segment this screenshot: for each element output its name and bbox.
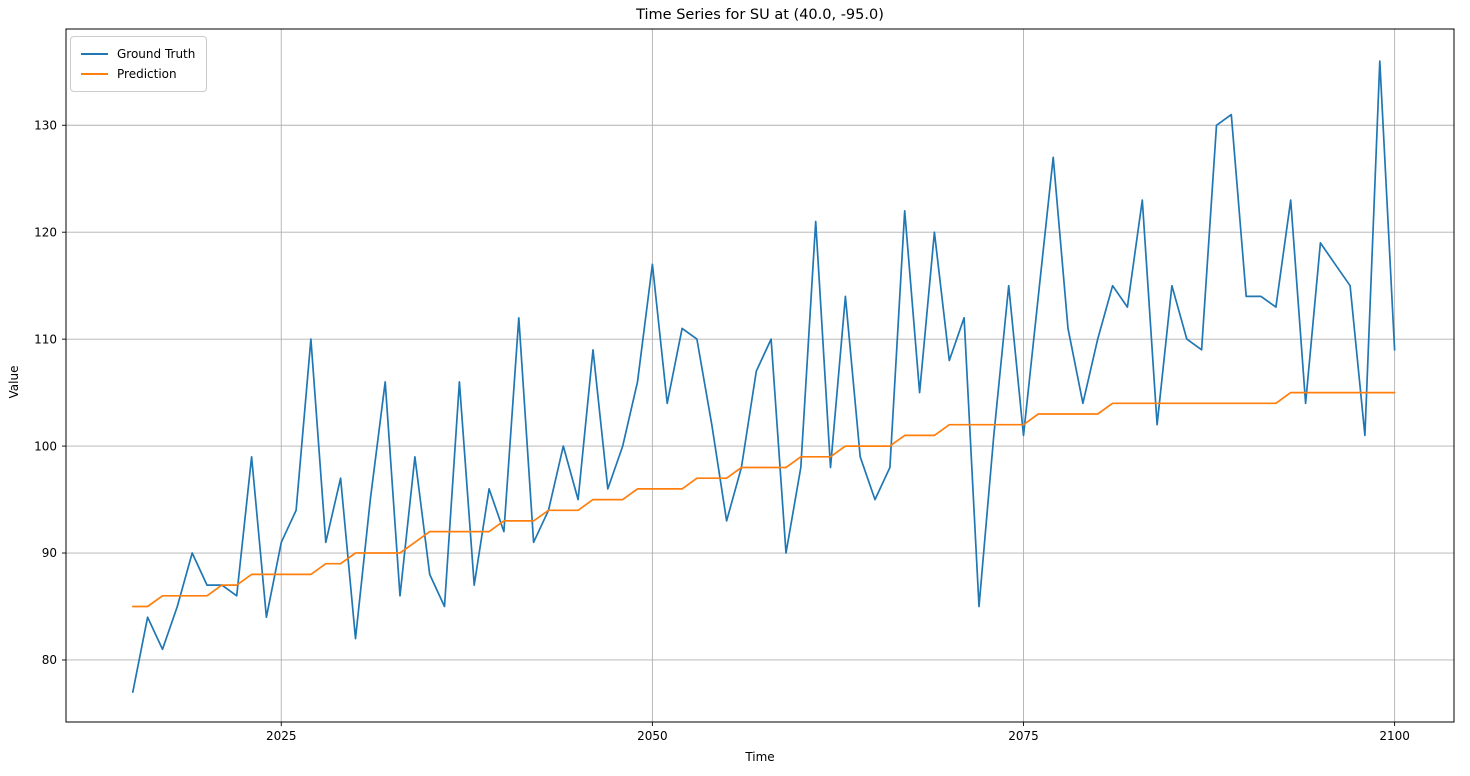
legend-label-prediction: Prediction xyxy=(117,67,177,81)
legend-line-sample-prediction xyxy=(81,72,108,76)
chart-title: Time Series for SU at (40.0, -95.0) xyxy=(636,7,884,23)
legend-item-prediction: Prediction xyxy=(81,64,195,84)
y-tick-label: 80 xyxy=(42,653,57,667)
y-tick-label: 120 xyxy=(34,225,57,239)
legend-item-ground-truth: Ground Truth xyxy=(81,44,195,64)
legend-line-sample-ground-truth xyxy=(81,52,108,56)
y-tick-label: 110 xyxy=(34,332,57,346)
y-tick-label: 90 xyxy=(42,546,57,560)
x-axis-label: Time xyxy=(745,750,775,764)
legend-label-ground-truth: Ground Truth xyxy=(117,47,196,61)
x-tick-label: 2100 xyxy=(1379,729,1410,743)
legend: Ground Truth Prediction xyxy=(70,36,208,92)
axes-frame xyxy=(65,28,1455,723)
y-tick-label: 130 xyxy=(34,118,57,132)
x-tick-label: 2025 xyxy=(266,729,297,743)
series-line-ground-truth xyxy=(131,60,1396,693)
series-line-prediction xyxy=(131,391,1396,608)
y-axis-label: Value xyxy=(7,365,21,399)
x-tick-label: 2075 xyxy=(1008,729,1039,743)
y-tick-label: 100 xyxy=(34,439,57,453)
x-tick-label: 2050 xyxy=(637,729,668,743)
